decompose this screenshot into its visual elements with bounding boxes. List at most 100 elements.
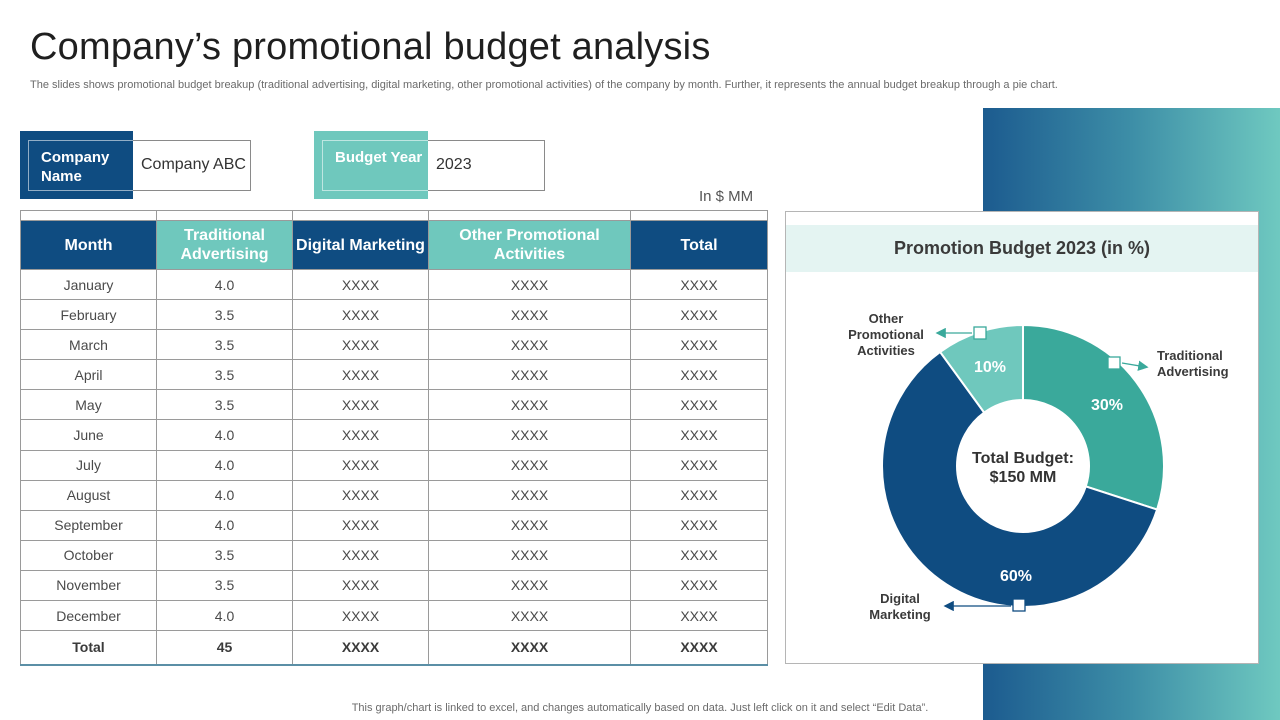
cell-month: July — [20, 449, 157, 481]
cell-traditional: 4.0 — [156, 449, 293, 481]
cell-traditional: 3.5 — [156, 389, 293, 421]
callout-arrow — [1121, 360, 1149, 371]
cell-total: XXXX — [630, 329, 768, 361]
center-label-line: Total Budget: — [972, 450, 1074, 467]
table-row: July 4.0 XXXX XXXX XXXX — [20, 449, 768, 481]
cell-total: XXXX — [630, 449, 768, 481]
callout-marker — [973, 326, 987, 340]
budget-year-info: Budget Year 2023 — [314, 131, 545, 199]
cell-month: February — [20, 299, 157, 331]
header-digital-marketing: Digital Marketing — [292, 220, 429, 270]
callout-label-line: Promotional — [848, 327, 924, 342]
cell-total: XXXX — [630, 539, 768, 571]
cell-digital: XXXX — [292, 329, 429, 361]
cell-digital: XXXX — [292, 569, 429, 602]
cell-other: XXXX — [428, 509, 631, 541]
cell-digital: XXXX — [292, 268, 429, 301]
header-month: Month — [20, 220, 157, 270]
cell-other: XXXX — [428, 329, 631, 361]
cell-traditional: 4.0 — [156, 509, 293, 541]
donut-slice-other-promotional-activities — [938, 323, 1024, 415]
cell-other: XXXX — [428, 268, 631, 301]
table-row: November 3.5 XXXX XXXX XXXX — [20, 569, 768, 602]
chart-title: Promotion Budget 2023 (in %) — [786, 225, 1258, 272]
slice-value-label: 30% — [1091, 397, 1123, 414]
company-name-label: Company Name — [20, 131, 133, 199]
gap-cell — [428, 210, 631, 221]
total-cell-traditional: 45 — [156, 630, 293, 666]
donut-chart: 30% 60% 10% Total Budget: $150 MM Traditional… — [848, 311, 1229, 622]
cell-total: XXXX — [630, 299, 768, 331]
cell-other: XXXX — [428, 569, 631, 602]
company-name-value: Company ABC — [133, 140, 251, 191]
callout-label-line: Digital — [880, 591, 920, 606]
cell-month: November — [20, 569, 157, 602]
cell-traditional: 3.5 — [156, 569, 293, 602]
total-cell-month: Total — [20, 630, 157, 666]
table-row: September 4.0 XXXX XXXX XXXX — [20, 509, 768, 541]
table-body: January 4.0 XXXX XXXX XXXX February 3.5 XXXX XXX… — [20, 268, 768, 666]
header-traditional-advertising: Traditional Advertising — [156, 220, 293, 270]
total-cell-total: XXXX — [630, 630, 768, 666]
cell-month: March — [20, 329, 157, 361]
cell-other: XXXX — [428, 419, 631, 451]
cell-digital: XXXX — [292, 389, 429, 421]
cell-month: September — [20, 509, 157, 541]
cell-month: January — [20, 268, 157, 301]
cell-month: June — [20, 419, 157, 451]
cell-traditional: 4.0 — [156, 268, 293, 301]
budget-year-value: 2023 — [428, 140, 545, 191]
cell-other: XXXX — [428, 479, 631, 511]
budget-year-label-text: Budget Year — [335, 149, 423, 166]
total-cell-digital: XXXX — [292, 630, 429, 666]
header-total: Total — [630, 220, 768, 270]
callout-label-line: Marketing — [869, 607, 930, 622]
header-other-promotional: Other Promotional Activities — [428, 220, 631, 270]
callout-marker — [1107, 356, 1121, 370]
slice-value-label: 60% — [1000, 568, 1032, 585]
cell-other: XXXX — [428, 389, 631, 421]
cell-traditional: 3.5 — [156, 329, 293, 361]
cell-digital: XXXX — [292, 449, 429, 481]
cell-other: XXXX — [428, 600, 631, 632]
page-title: Company’s promotional budget analysis — [30, 26, 711, 68]
cell-traditional: 4.0 — [156, 600, 293, 632]
center-label-line: $150 MM — [990, 469, 1057, 486]
cell-total: XXXX — [630, 569, 768, 602]
callout-label-line: Advertising — [1157, 364, 1229, 379]
table-header-row: Month Traditional Advertising Digital Ma… — [20, 220, 768, 270]
cell-digital: XXXX — [292, 299, 429, 331]
cell-month: May — [20, 389, 157, 421]
table-row: January 4.0 XXXX XXXX XXXX — [20, 268, 768, 301]
cell-digital: XXXX — [292, 600, 429, 632]
slice-value-label: 10% — [974, 359, 1006, 376]
cell-digital: XXXX — [292, 509, 429, 541]
callout-label-line: Other — [869, 311, 904, 326]
cell-traditional: 4.0 — [156, 419, 293, 451]
cell-digital: XXXX — [292, 359, 429, 391]
cell-digital: XXXX — [292, 539, 429, 571]
cell-total: XXXX — [630, 268, 768, 301]
cell-traditional: 3.5 — [156, 299, 293, 331]
budget-year-label: Budget Year — [314, 131, 428, 199]
cell-digital: XXXX — [292, 419, 429, 451]
page-subtitle: The slides shows promotional budget brea… — [30, 79, 1058, 91]
cell-total: XXXX — [630, 509, 768, 541]
cell-total: XXXX — [630, 359, 768, 391]
footer-note: This graph/chart is linked to excel, and… — [351, 702, 929, 714]
gap-cell — [292, 210, 429, 221]
donut-slice-traditional-advertising — [1022, 323, 1165, 511]
cell-total: XXXX — [630, 479, 768, 511]
cell-month: August — [20, 479, 157, 511]
gap-cell — [20, 210, 157, 221]
gap-cell — [630, 210, 768, 221]
cell-other: XXXX — [428, 539, 631, 571]
budget-table: Month Traditional Advertising Digital Ma… — [20, 210, 768, 666]
total-cell-other: XXXX — [428, 630, 631, 666]
donut-slice-digital-marketing — [881, 350, 1159, 608]
unit-note: In $ MM — [699, 188, 754, 205]
table-top-gap — [20, 210, 768, 221]
company-info: Company Name Company ABC — [20, 131, 251, 199]
cell-traditional: 3.5 — [156, 359, 293, 391]
callout-label-line: Traditional — [1157, 348, 1223, 363]
